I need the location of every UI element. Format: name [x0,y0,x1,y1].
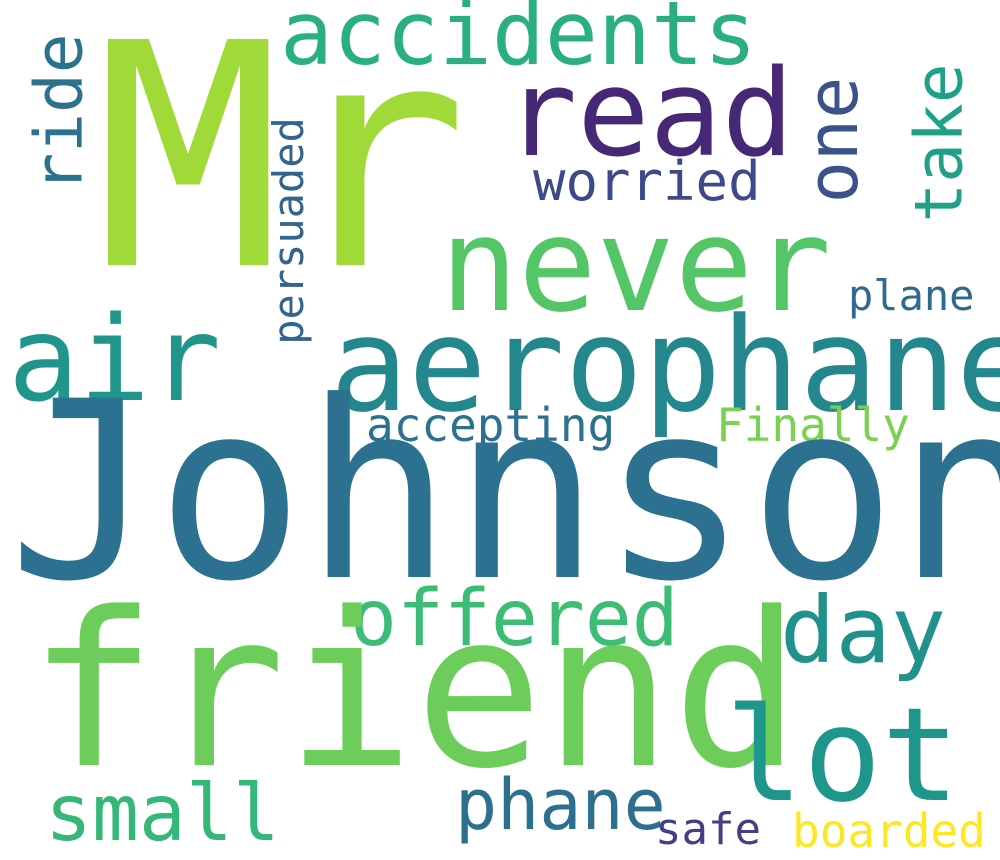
word-ride: ride [20,33,98,193]
word-read: read [505,45,794,184]
word-johnson: Johnson [8,350,1000,636]
word-accidents: accidents [280,0,757,85]
word-air: air [8,290,222,428]
word-day: day [780,577,947,684]
word-worried: worried [533,150,761,213]
word-friend: friend [28,567,802,816]
word-boarded: boarded [792,804,986,858]
word-offered: offered [350,574,679,664]
word-one: one [792,76,875,204]
word-safe: safe [655,804,761,855]
word-accepting: accepting [366,398,616,452]
word-persuaded: persuaded [263,117,313,345]
word-phane: phane [455,764,666,846]
word-lot: lot [725,679,960,831]
word-small: small [45,769,280,859]
word-finally: Finally [716,398,910,452]
word-aerophane: aerophane [330,289,1000,441]
word-take: take [900,63,978,223]
word-plane: plane [848,271,975,320]
word-mr: Mr [95,0,469,339]
word-never: never [440,189,832,341]
